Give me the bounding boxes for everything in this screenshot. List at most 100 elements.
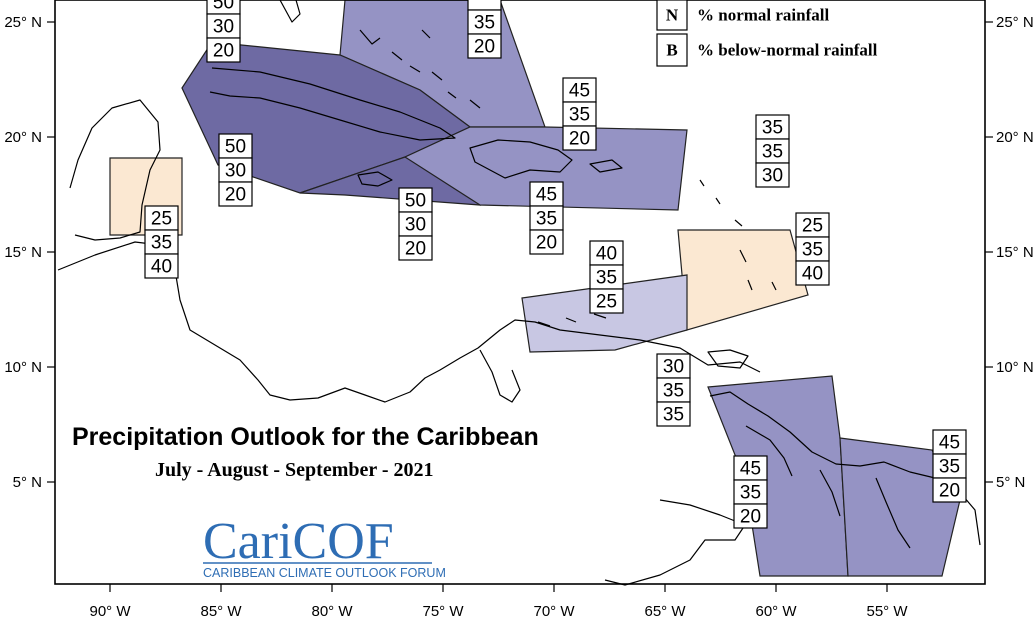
prob-box-french-guiana: 45 35 20: [932, 429, 967, 503]
lat-tick-label: 5° N: [996, 474, 1025, 491]
region-hispaniola-puerto-rico: [403, 126, 688, 211]
prob-value: 45: [536, 185, 557, 206]
prob-cell: [733, 503, 768, 529]
prob-value: 35: [151, 233, 172, 254]
prob-cell: [562, 101, 597, 127]
caricof-logo: CariCOF CARIBBEAN CLIMATE OUTLOOK FORUM: [203, 513, 446, 580]
prob-cell: [755, 114, 790, 140]
legend-item-below: B % below-normal rainfall: [656, 33, 878, 67]
prob-value: 50: [405, 191, 426, 212]
prob-value: 20: [405, 239, 426, 260]
prob-box-bahamas-north: 50 30 20: [206, 0, 241, 63]
prob-cell: [218, 181, 253, 207]
prob-cell: [932, 453, 967, 479]
prob-cell: [467, 0, 502, 11]
prob-box-windward: 25 35 40: [795, 212, 830, 286]
prob-value: 35: [474, 13, 495, 34]
latitude-axis-right: 25° N 20° N 15° N 10° N 5° N: [985, 14, 1034, 491]
prob-box-guyana: 45 35 20: [733, 455, 768, 529]
prob-value: 45: [939, 433, 960, 454]
prob-cell: [589, 264, 624, 290]
forecast-regions: [109, 0, 961, 577]
prob-cell: [656, 401, 691, 427]
prob-value: 35: [596, 268, 617, 289]
prob-value: 35: [663, 381, 684, 402]
prob-cell: [562, 125, 597, 151]
prob-value: 50: [213, 0, 234, 14]
prob-value: 25: [802, 216, 823, 237]
prob-value: 45: [569, 81, 590, 102]
prob-box-jamaica: 50 30 20: [398, 187, 433, 261]
prob-value: 20: [569, 129, 590, 150]
legend-key-normal: N: [666, 6, 679, 25]
prob-cell: [656, 353, 691, 379]
lon-tick-label: 80° W: [311, 603, 353, 620]
map-title: Precipitation Outlook for the Caribbean: [72, 423, 539, 451]
prob-value: 40: [151, 257, 172, 278]
prob-box-cuba-west: 50 30 20: [218, 133, 253, 207]
lon-tick-label: 85° W: [200, 603, 242, 620]
prob-cell: [932, 429, 967, 455]
region-guianas-west: [707, 375, 849, 577]
longitude-axis: 90° W 85° W 80° W 75° W 70° W 65° W 60° W 55° W: [89, 584, 908, 620]
prob-cell: [795, 260, 830, 286]
prob-value: 35: [740, 483, 761, 504]
region-guianas-east: [839, 437, 961, 577]
prob-cell: [398, 235, 433, 261]
prob-cell: [733, 455, 768, 481]
prob-value: 35: [762, 142, 783, 163]
prob-cell: [467, 9, 502, 35]
prob-cell: [795, 212, 830, 238]
prob-value: 45: [740, 459, 761, 480]
map-subtitle: July - August - September - 2021: [155, 459, 434, 481]
prob-value: 35: [762, 118, 783, 139]
prob-value: 35: [536, 209, 557, 230]
prob-value: 30: [762, 166, 783, 187]
lat-tick-label: 20° N: [4, 129, 42, 146]
prob-box-leeward-north: 35 35 30: [755, 114, 790, 188]
prob-value: 30: [405, 215, 426, 236]
prob-cell: [206, 37, 241, 63]
prob-value: 25: [151, 209, 172, 230]
prob-cell: [733, 479, 768, 505]
lat-tick-label: 5° N: [13, 474, 42, 491]
legend-text-below: % below-normal rainfall: [697, 41, 878, 60]
prob-cell: [467, 33, 502, 59]
logo-wordmark: CariCOF: [203, 513, 394, 570]
prob-cell: [529, 229, 564, 255]
prob-value: 35: [663, 405, 684, 426]
prob-box-greater-antilles-east: 45 35 20: [562, 77, 597, 151]
prob-value: 40: [802, 264, 823, 285]
prob-value: 35: [802, 240, 823, 261]
prob-value: 30: [213, 17, 234, 38]
probability-boxes: 50 30 20 35 20 45 35 20 50 30 20 50 30 20 45 35 20 25 35 40…: [144, 0, 967, 529]
prob-value: 20: [474, 37, 495, 58]
coastlines: [57, 0, 981, 586]
prob-value: 20: [740, 507, 761, 528]
prob-value: 50: [225, 137, 246, 158]
prob-cell: [529, 181, 564, 207]
prob-value: 30: [225, 161, 246, 182]
prob-value: 30: [663, 357, 684, 378]
lon-tick-label: 65° W: [644, 603, 686, 620]
lat-tick-label: 10° N: [996, 359, 1034, 376]
prob-cell: [755, 162, 790, 188]
legend: N % normal rainfall B % below-normal rai…: [656, 0, 878, 67]
latitude-axis-left: 25° N 20° N 15° N 10° N 5° N: [4, 14, 55, 491]
lon-tick-label: 55° W: [866, 603, 908, 620]
lat-tick-label: 15° N: [996, 244, 1034, 261]
legend-key-below: B: [666, 41, 677, 60]
prob-value: 40: [596, 244, 617, 265]
prob-cell: [398, 187, 433, 213]
prob-value: 20: [213, 41, 234, 62]
lat-tick-label: 25° N: [4, 14, 42, 31]
lat-tick-label: 25° N: [996, 14, 1034, 31]
logo-tagline: CARIBBEAN CLIMATE OUTLOOK FORUM: [203, 566, 446, 580]
prob-box-trinidad: 30 35 35: [656, 353, 691, 427]
lat-tick-label: 15° N: [4, 244, 42, 261]
prob-value: 35: [939, 457, 960, 478]
prob-value: 20: [536, 233, 557, 254]
prob-cell: [144, 253, 179, 279]
prob-cell: [589, 240, 624, 266]
prob-cell: [218, 157, 253, 183]
